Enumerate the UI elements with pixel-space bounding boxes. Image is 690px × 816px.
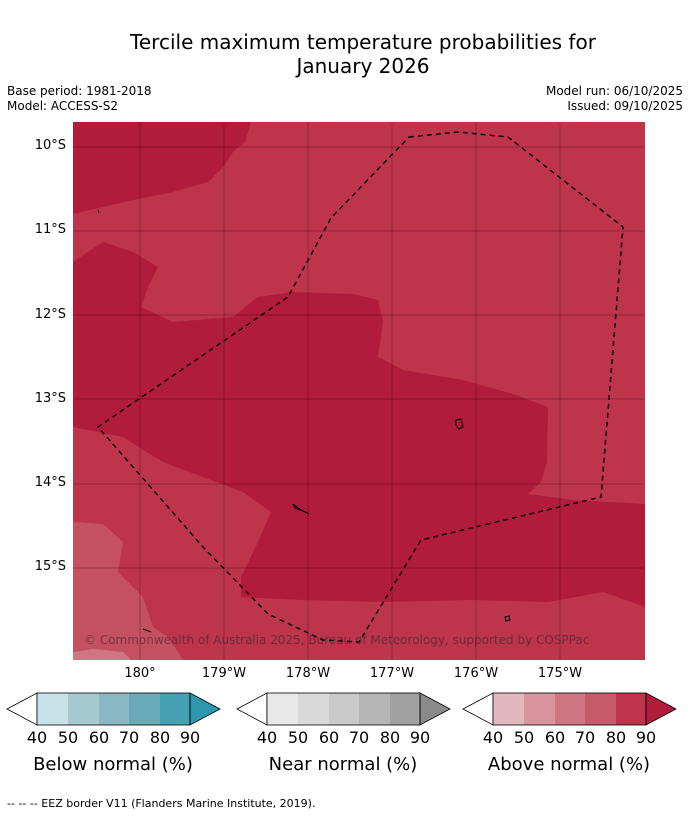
- cb-near-tick: 80: [379, 728, 401, 747]
- colorbar-above-label: Above normal (%): [487, 754, 651, 775]
- region-above-60-corner: [73, 649, 131, 660]
- colorbar-above: [462, 692, 677, 726]
- cb-near-tick: 70: [348, 728, 370, 747]
- cb-below-seg-3: [99, 693, 129, 725]
- region-above-90-central: [73, 242, 645, 607]
- cb-near-seg-3: [329, 693, 359, 725]
- cb-below-tick: 50: [57, 728, 79, 747]
- copyright-notice: © Commonwealth of Australia 2025, Bureau…: [84, 633, 590, 647]
- meta-right: Model run: 06/10/2025 Issued: 09/10/2025: [546, 84, 683, 114]
- cb-above-seg-3: [555, 693, 585, 725]
- cb-above-tick: 40: [482, 728, 504, 747]
- cb-above-seg-5: [616, 693, 646, 725]
- cb-below-tick: 80: [149, 728, 171, 747]
- lat-label-13s: 13°S: [34, 391, 66, 406]
- island-d: [142, 628, 152, 633]
- eez-border: [96, 131, 624, 643]
- lat-label-14s: 14°S: [34, 475, 66, 490]
- colorbar-near: [236, 692, 451, 726]
- cb-above-seg-2: [524, 693, 555, 725]
- lat-label-12s: 12°S: [34, 307, 66, 322]
- cb-below-over: [189, 692, 221, 726]
- map-area: [73, 122, 645, 660]
- meta-left: Base period: 1981-2018 Model: ACCESS-S2: [7, 84, 152, 114]
- cb-below-tick: 60: [88, 728, 110, 747]
- cb-above-under: [462, 692, 494, 726]
- cb-above-tick: 70: [574, 728, 596, 747]
- cb-above-tick: 80: [605, 728, 627, 747]
- cb-near-under: [236, 692, 268, 726]
- eez-footnote: -- -- -- EEZ border V11 (Flanders Marine…: [7, 797, 316, 810]
- island-c: [504, 615, 511, 622]
- cb-below-seg-2: [68, 693, 99, 725]
- title-line-1: Tercile maximum temperature probabilitie…: [130, 30, 596, 54]
- island-b: [292, 503, 310, 515]
- lon-label-175w: 175°W: [537, 666, 583, 681]
- cb-near-tick: 60: [318, 728, 340, 747]
- cb-below-tick: 90: [179, 728, 201, 747]
- cb-near-tick: 90: [409, 728, 431, 747]
- page-title: Tercile maximum temperature probabilitie…: [0, 30, 690, 78]
- cb-below-tick: 40: [26, 728, 48, 747]
- cb-above-tick: 60: [544, 728, 566, 747]
- island-a: [455, 418, 464, 430]
- colorbar-below-label: Below normal (%): [33, 754, 193, 775]
- lat-label-15s: 15°S: [34, 559, 66, 574]
- issued-date: Issued: 09/10/2025: [567, 99, 683, 113]
- cb-near-seg-5: [390, 693, 420, 725]
- region-above-90-top: [73, 122, 251, 214]
- cb-near-tick: 40: [256, 728, 278, 747]
- cb-near-seg-4: [359, 693, 390, 725]
- lon-label-180: 180°: [124, 666, 156, 681]
- cb-below-tick: 70: [118, 728, 140, 747]
- island-e: [97, 209, 100, 214]
- gridlines: [73, 122, 645, 660]
- cb-above-seg-1: [493, 693, 524, 725]
- cb-above-tick: 50: [513, 728, 535, 747]
- lon-label-179w: 179°W: [201, 666, 247, 681]
- region-above-70-lower-left: [73, 522, 183, 660]
- cb-above-seg-4: [585, 693, 616, 725]
- cb-below-seg-5: [160, 693, 190, 725]
- lat-label-11s: 11°S: [34, 222, 66, 237]
- cb-near-seg-2: [298, 693, 329, 725]
- lon-label-178w: 178°W: [285, 666, 331, 681]
- cb-above-tick: 90: [635, 728, 657, 747]
- cb-below-seg-4: [129, 693, 160, 725]
- colorbar-near-label: Near normal (%): [268, 754, 418, 775]
- lat-label-10s: 10°S: [34, 138, 66, 153]
- cb-near-seg-1: [267, 693, 298, 725]
- lon-label-177w: 177°W: [369, 666, 415, 681]
- cb-near-over: [419, 692, 451, 726]
- model-run: Model run: 06/10/2025: [545, 84, 683, 98]
- cb-below-under: [6, 692, 38, 726]
- cb-below-seg-1: [37, 693, 68, 725]
- title-line-2: January 2026: [296, 54, 430, 78]
- colorbar-below: [6, 692, 221, 726]
- cb-near-tick: 50: [287, 728, 309, 747]
- lon-label-176w: 176°W: [453, 666, 499, 681]
- model-name: Model: ACCESS-S2: [7, 99, 119, 113]
- cb-above-over: [645, 692, 677, 726]
- base-period: Base period: 1981-2018: [7, 84, 152, 98]
